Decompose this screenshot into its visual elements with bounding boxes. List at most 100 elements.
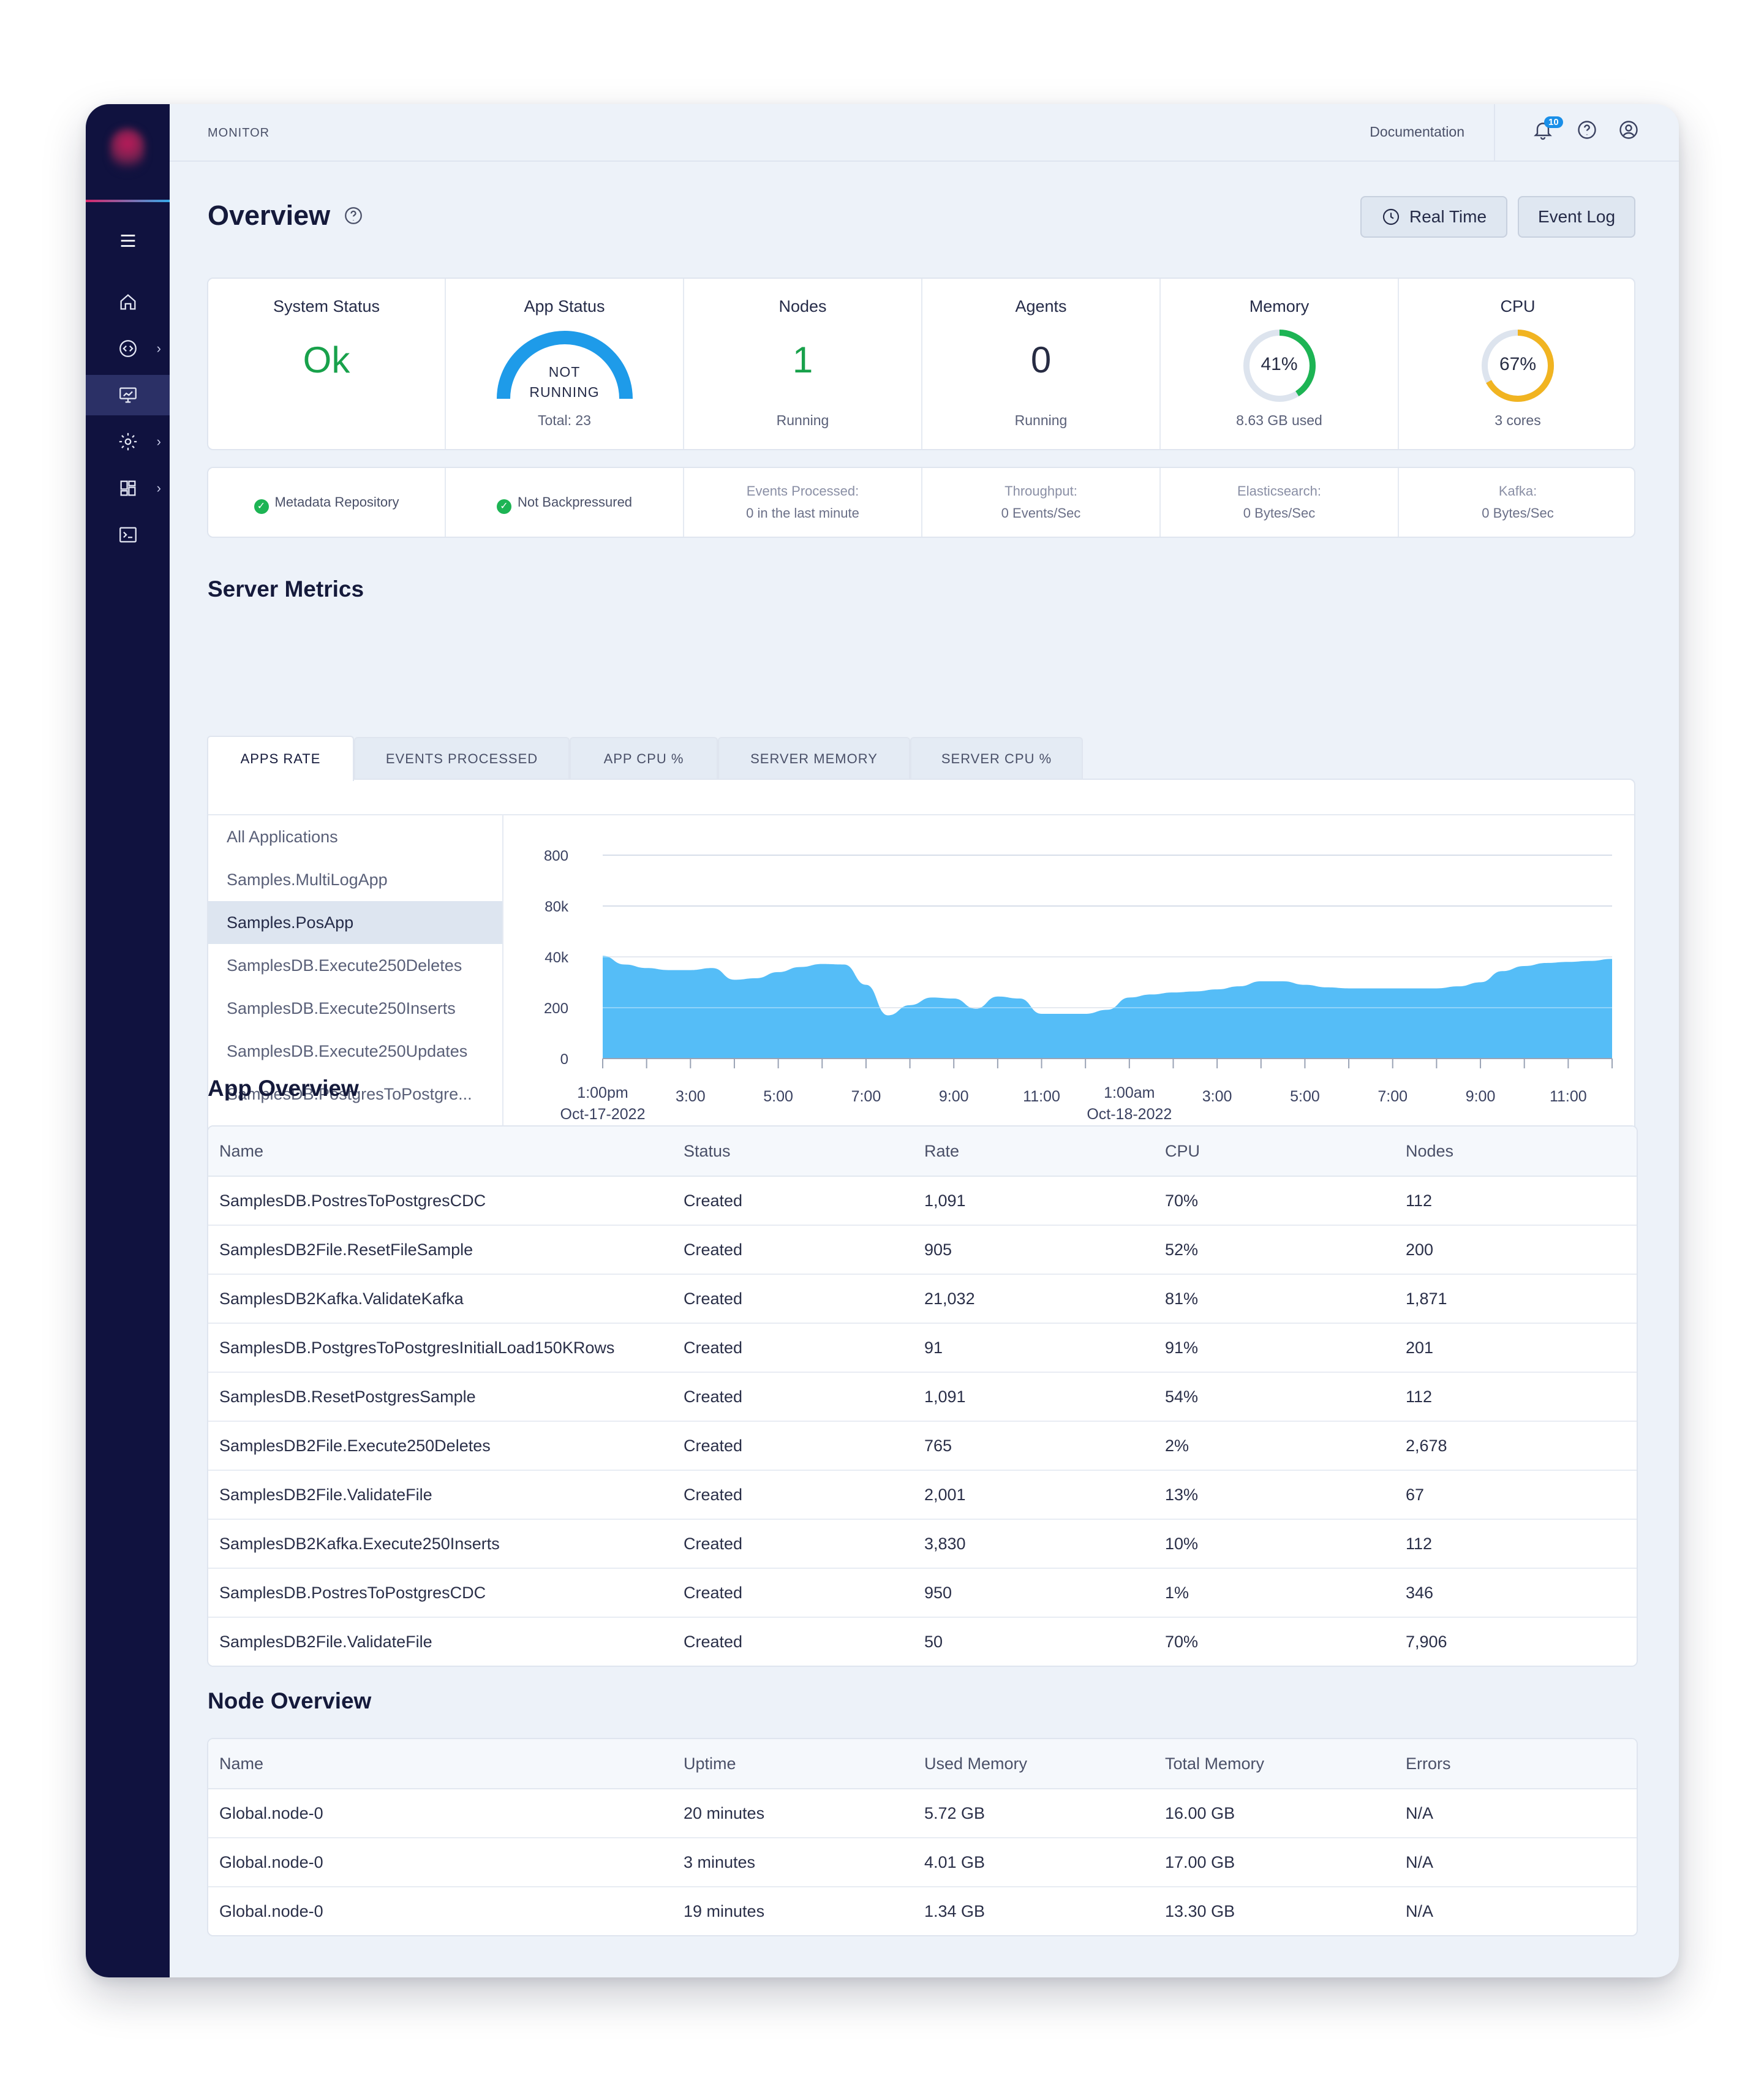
events-value: 0 in the last minute [746, 505, 859, 521]
apps-code-icon[interactable]: › [86, 328, 170, 369]
memory-sub: 8.63 GB used [1236, 412, 1322, 428]
table-row[interactable]: Global.node-0 19 minutes 1.34 GB 13.30 GB N/… [208, 1887, 1637, 1935]
server-metrics-title: Server Metrics [208, 576, 364, 602]
app_overview-column-header[interactable]: Name [208, 1127, 673, 1177]
help-icon[interactable] [1576, 119, 1600, 143]
table-cell: SamplesDB.ResetPostgresSample [208, 1372, 673, 1422]
app-list-item[interactable]: SamplesDB.Execute250Deletes [227, 956, 462, 975]
node_overview-column-header[interactable]: Name [208, 1739, 673, 1789]
table-cell: 67 [1395, 1470, 1637, 1520]
table-row[interactable]: SamplesDB2Kafka.ValidateKafka Created 21,0… [208, 1274, 1637, 1324]
app-list-item-selected[interactable]: Samples.PosApp [208, 901, 502, 944]
breadcrumb: MONITOR [208, 126, 270, 140]
app_overview-column-header[interactable]: Nodes [1395, 1127, 1637, 1177]
table-cell: SamplesDB2File.ResetFileSample [208, 1225, 673, 1275]
table-row[interactable]: SamplesDB.PostgresToPostgresInitialLoad1… [208, 1323, 1637, 1373]
table-cell: Created [673, 1568, 913, 1618]
apps-rate-chart: 0 200 40k 80k 800 1:00pm Oct-17-2022 3:00 5:00 7:… [544, 848, 1613, 1123]
stat-label: Nodes [778, 297, 827, 315]
notification-badge: 10 [1544, 116, 1563, 128]
table-row[interactable]: SamplesDB2File.ResetFileSample Created 905… [208, 1225, 1637, 1275]
metadata-label: Metadata Repository [274, 494, 399, 510]
chart-y-tick-label: 200 [544, 1000, 568, 1017]
agents-value: 0 [1030, 339, 1052, 380]
brand-logo [110, 129, 145, 172]
table-cell: Created [673, 1470, 913, 1520]
console-icon[interactable] [86, 515, 170, 555]
table-cell: 20 minutes [673, 1789, 913, 1838]
table-row[interactable]: SamplesDB.PostresToPostgresCDC Created 950… [208, 1568, 1637, 1618]
stat-label: App Status [524, 297, 605, 315]
table-row[interactable]: Global.node-0 3 minutes 4.01 GB 17.00 GB N/A [208, 1838, 1637, 1887]
notifications-bell-icon[interactable]: 10 [1532, 116, 1563, 143]
help-icon[interactable] [343, 205, 364, 226]
chart-x-tick-label: 11:00 [1550, 1088, 1587, 1105]
table-cell: 81% [1154, 1274, 1395, 1324]
table-cell: 1.34 GB [924, 1901, 986, 1920]
table-row[interactable]: SamplesDB.PostresToPostgresCDC Created 1,0… [208, 1176, 1637, 1226]
chart-x-date-label: Oct-18-2022 [1087, 1106, 1172, 1123]
settings-icon[interactable]: › [86, 421, 170, 462]
tab-app-cpu[interactable]: APP CPU % [570, 737, 718, 780]
table-row[interactable]: SamplesDB2File.ValidateFile Created 2,001 1… [208, 1470, 1637, 1520]
tab-apps-rate[interactable]: APPS RATE [207, 736, 354, 781]
table-cell: SamplesDB2File.Execute250Deletes [208, 1421, 673, 1471]
table-cell: Created [673, 1176, 913, 1226]
dashboard-icon[interactable]: › [86, 468, 170, 508]
chart-x-tick-label: 5:00 [763, 1088, 793, 1105]
real-time-button[interactable]: Real Time [1360, 196, 1507, 238]
memory-ring-gauge [1243, 330, 1316, 402]
backpressure-status: ✓ Not Backpressured [446, 468, 684, 537]
app-list-item[interactable]: Samples.MultiLogApp [227, 870, 388, 889]
table-cell: 346 [1395, 1568, 1637, 1618]
node_overview-column-header[interactable]: Total Memory [1154, 1739, 1395, 1789]
app-list-item[interactable]: All Applications [227, 828, 338, 846]
table-cell: 91 [913, 1323, 1154, 1373]
monitor-icon[interactable] [86, 375, 170, 415]
app_overview-column-header[interactable]: CPU [1154, 1127, 1395, 1177]
app_overview-column-header[interactable]: Status [673, 1127, 913, 1177]
table-cell: 21,032 [913, 1274, 1154, 1324]
table-cell: 3,830 [913, 1519, 1154, 1569]
table-cell: Global.node-0 [219, 1901, 323, 1920]
app-list-item[interactable]: SamplesDB.Execute250Updates [227, 1042, 468, 1060]
chart-x-tick-label: 1:00pm [577, 1084, 628, 1101]
menu-icon[interactable] [86, 221, 170, 261]
node_overview-column-header[interactable]: Used Memory [913, 1739, 1154, 1789]
documentation-link[interactable]: Documentation [1370, 124, 1464, 140]
table-cell: 50 [924, 1632, 943, 1651]
user-account-icon[interactable] [1618, 119, 1642, 143]
node_overview-column-header[interactable]: Errors [1395, 1739, 1637, 1789]
chart-y-tick-label: 40k [545, 950, 569, 966]
event-log-label: Event Log [1537, 207, 1616, 226]
table-cell: 4.01 GB [913, 1838, 1154, 1887]
chart-x-tick-label: 1:00am [1104, 1084, 1155, 1101]
table-cell: 16.00 GB [1154, 1789, 1395, 1838]
app-status-total: Total: 23 [538, 412, 591, 428]
table-cell: 1% [1154, 1568, 1395, 1618]
node-overview-table-wrapper: Name Uptime Used Memory Total Memory Errors … [207, 1738, 1638, 1936]
table-row[interactable]: Global.node-0 20 minutes 5.72 GB 16.00 GB N/… [208, 1789, 1637, 1838]
table-row[interactable]: SamplesDB.ResetPostgresSample Created 1,09… [208, 1372, 1637, 1422]
table-row[interactable]: SamplesDB2File.Execute250Deletes Created 7… [208, 1421, 1637, 1471]
chart-x-tick-label: 3:00 [1202, 1088, 1232, 1105]
brand-divider [86, 200, 170, 202]
table-row[interactable]: SamplesDB2File.ValidateFile Created 50 70% 7… [208, 1617, 1637, 1666]
tab-server-cpu[interactable]: SERVER CPU % [910, 737, 1083, 780]
app_overview-column-header[interactable]: Rate [913, 1127, 1154, 1177]
chevron-right-icon: › [156, 480, 161, 496]
table-cell: 70% [1165, 1632, 1199, 1651]
elasticsearch-status: Elasticsearch: 0 Bytes/Sec [1161, 468, 1399, 537]
cpu-stat: CPU 67% 3 cores [1399, 279, 1637, 449]
event-log-button[interactable]: Event Log [1518, 196, 1635, 238]
table-row[interactable]: SamplesDB2Kafka.Execute250Inserts Created… [208, 1519, 1637, 1569]
app-list-item[interactable]: SamplesDB.PostgresToPostgre... [227, 1085, 472, 1103]
app-list-item[interactable]: SamplesDB.Execute250Inserts [227, 999, 456, 1017]
node_overview-column-header[interactable]: Uptime [673, 1739, 913, 1789]
home-icon[interactable] [86, 282, 170, 322]
table-cell: 5.72 GB [913, 1789, 1154, 1838]
table-cell: 2,001 [913, 1470, 1154, 1520]
tab-events-processed[interactable]: EVENTS PROCESSED [354, 737, 570, 780]
chart-area-series [603, 956, 1612, 1059]
tab-server-memory[interactable]: SERVER MEMORY [718, 737, 910, 780]
